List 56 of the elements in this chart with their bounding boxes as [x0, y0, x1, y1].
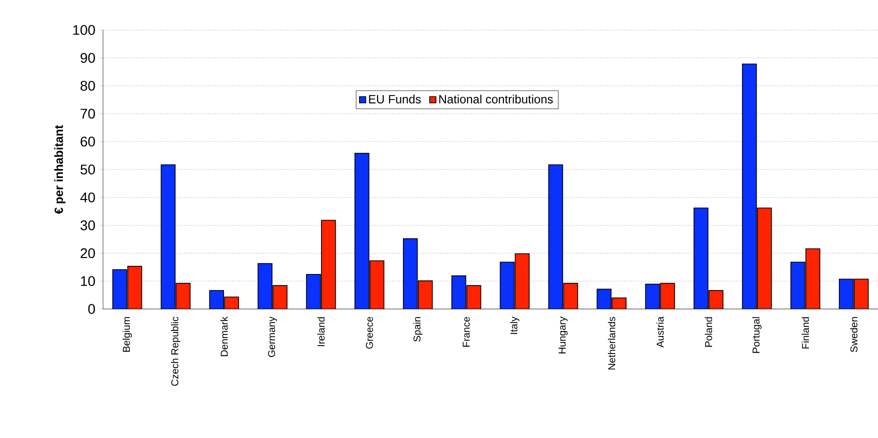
x-tick-label: Netherlands	[608, 316, 616, 370]
y-tick-label: 100	[73, 25, 95, 35]
bar	[548, 164, 564, 309]
bar	[757, 208, 772, 309]
x-tick-label: Hungary	[558, 316, 568, 354]
bar	[645, 284, 660, 309]
x-tick-label: Italy	[510, 316, 520, 334]
x-tick-label: Poland	[704, 317, 712, 347]
x-tick-label: Sweden	[850, 317, 858, 352]
y-tick-label: 50	[80, 164, 95, 174]
bar	[790, 262, 806, 309]
bar	[160, 164, 176, 309]
bar	[694, 208, 708, 309]
y-tick-label: 90	[80, 52, 95, 63]
y-tick-label: 20	[80, 248, 95, 258]
bar	[370, 260, 384, 309]
bar	[854, 278, 869, 309]
bar	[321, 220, 336, 309]
bar	[742, 64, 757, 309]
bar	[660, 282, 675, 309]
bar	[418, 280, 433, 309]
bar	[354, 152, 370, 309]
y-tick-label: 0	[88, 304, 95, 314]
bar	[112, 269, 128, 309]
x-tick-label: Austria	[656, 316, 664, 348]
bar	[402, 238, 418, 309]
x-tick-label: France	[462, 316, 470, 347]
y-tick-label: 30	[80, 220, 95, 230]
bar	[176, 282, 191, 309]
bar	[500, 262, 515, 309]
bar	[306, 274, 321, 309]
x-tick-label: Czech Republic	[171, 316, 180, 386]
bar	[258, 263, 272, 309]
legend-label: National contributions	[439, 94, 553, 104]
x-tick-label: Germany	[268, 316, 278, 357]
x-tick-label: Belgium	[122, 317, 132, 352]
x-tick-label: Denmark	[220, 316, 228, 356]
y-tick-label: 40	[80, 192, 95, 202]
y-tick-label: 10	[81, 276, 95, 286]
bar	[127, 266, 142, 309]
x-tick-label: Portugal	[752, 317, 762, 353]
legend-label: EU Funds	[369, 94, 421, 104]
bar	[451, 275, 466, 309]
bar	[838, 278, 854, 309]
y-tick-label: 70	[80, 108, 95, 119]
x-tick-label: Spain	[413, 317, 422, 342]
y-tick-label: 80	[80, 80, 95, 91]
x-tick-label: Greece	[366, 316, 373, 349]
x-tick-label: Ireland	[317, 317, 325, 346]
bar	[805, 248, 820, 309]
y-tick-label: 60	[80, 136, 95, 147]
x-tick-label: Finland	[802, 317, 810, 348]
bar	[466, 285, 482, 309]
bar	[563, 282, 578, 309]
y-axis-title: € per inhabitant	[54, 125, 66, 214]
bar	[514, 253, 530, 309]
